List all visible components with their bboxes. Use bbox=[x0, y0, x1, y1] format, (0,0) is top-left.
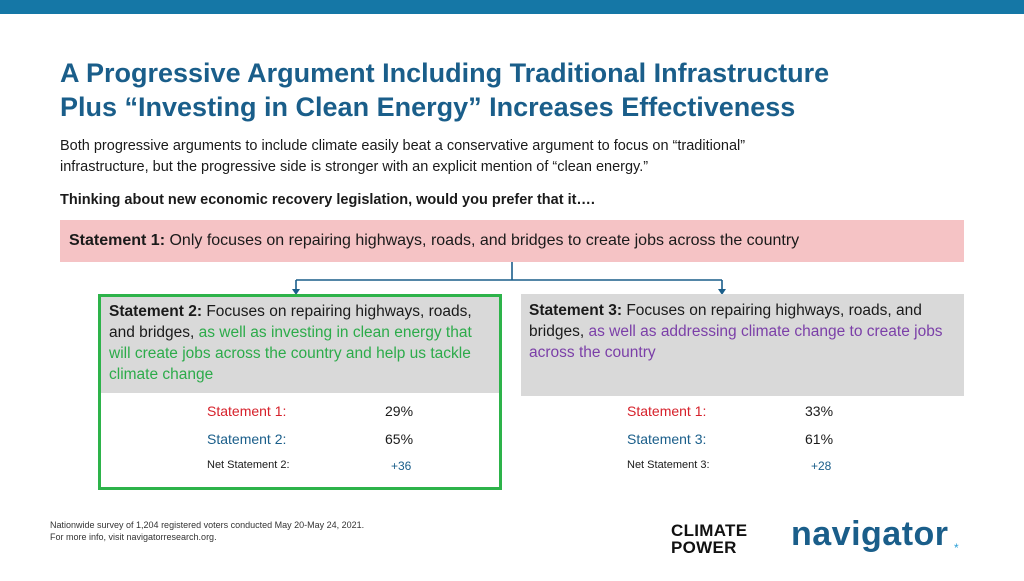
result-label-statement-1: Statement 1: bbox=[627, 403, 707, 419]
statement-3-description: Statement 3: Focuses on repairing highwa… bbox=[521, 294, 964, 396]
navigator-logo-star: * bbox=[954, 541, 959, 555]
slide-subtitle: Both progressive arguments to include cl… bbox=[60, 136, 980, 178]
statement-1-text: Only focuses on repairing highways, road… bbox=[165, 232, 800, 249]
subtitle-line-2: infrastructure, but the progressive side… bbox=[60, 159, 649, 175]
climate-power-logo-line-1: CLIMATE bbox=[671, 521, 748, 540]
subtitle-line-1: Both progressive arguments to include cl… bbox=[60, 138, 746, 154]
result-label-statement-1: Statement 1: bbox=[207, 403, 287, 419]
footnote-line-2: For more info, visit navigatorresearch.o… bbox=[50, 532, 217, 542]
navigator-logo: navigator bbox=[791, 515, 949, 553]
statement-2-label: Statement 2: bbox=[109, 303, 203, 320]
statement-2-text: Focuses on repairing highways, roads, an… bbox=[109, 303, 472, 341]
result-value-statement-1: 33% bbox=[805, 403, 834, 419]
statement-3-text: Focuses on repairing highways, roads, an… bbox=[529, 302, 922, 340]
title-line-2: Plus “Investing in Clean Energy” Increas… bbox=[60, 92, 796, 122]
result-label-net: Net Statement 2: bbox=[207, 459, 290, 471]
statement-3-label: Statement 3: bbox=[529, 302, 623, 319]
result-label-net: Net Statement 3: bbox=[627, 459, 710, 471]
arrow-down-icon bbox=[292, 289, 300, 295]
top-accent-bar bbox=[0, 0, 1024, 14]
result-label-statement-2: Statement 2: bbox=[207, 431, 287, 447]
result-value-net: +36 bbox=[391, 459, 412, 473]
statement-2-card: Statement 2: Focuses on repairing highwa… bbox=[98, 294, 502, 490]
title-line-1: A Progressive Argument Including Traditi… bbox=[60, 58, 830, 88]
statement-3-card: Statement 3: Focuses on repairing highwa… bbox=[521, 294, 964, 490]
arrow-down-icon bbox=[718, 289, 726, 295]
statement-1-box: Statement 1: Only focuses on repairing h… bbox=[60, 220, 964, 262]
climate-power-logo-line-2: POWER bbox=[671, 538, 737, 557]
climate-power-logo: CLIMATE POWER bbox=[671, 522, 747, 556]
statement-3-highlight: as well as addressing climate change to … bbox=[529, 323, 943, 361]
statement-1-label: Statement 1: bbox=[69, 232, 166, 249]
survey-question: Thinking about new economic recovery leg… bbox=[60, 192, 595, 208]
result-value-statement-2: 65% bbox=[385, 431, 414, 447]
branch-connector bbox=[292, 262, 726, 295]
result-value-statement-3: 61% bbox=[805, 431, 834, 447]
result-label-statement-3: Statement 3: bbox=[627, 431, 707, 447]
result-value-statement-1: 29% bbox=[385, 403, 414, 419]
slide-title: A Progressive Argument Including Traditi… bbox=[60, 56, 980, 124]
statement-2-highlight: as well as investing in clean energy tha… bbox=[109, 324, 472, 383]
footnote-line-1: Nationwide survey of 1,204 registered vo… bbox=[50, 520, 365, 530]
result-value-net: +28 bbox=[811, 459, 832, 473]
footnote: Nationwide survey of 1,204 registered vo… bbox=[50, 519, 470, 543]
statement-2-description: Statement 2: Focuses on repairing highwa… bbox=[101, 297, 499, 393]
